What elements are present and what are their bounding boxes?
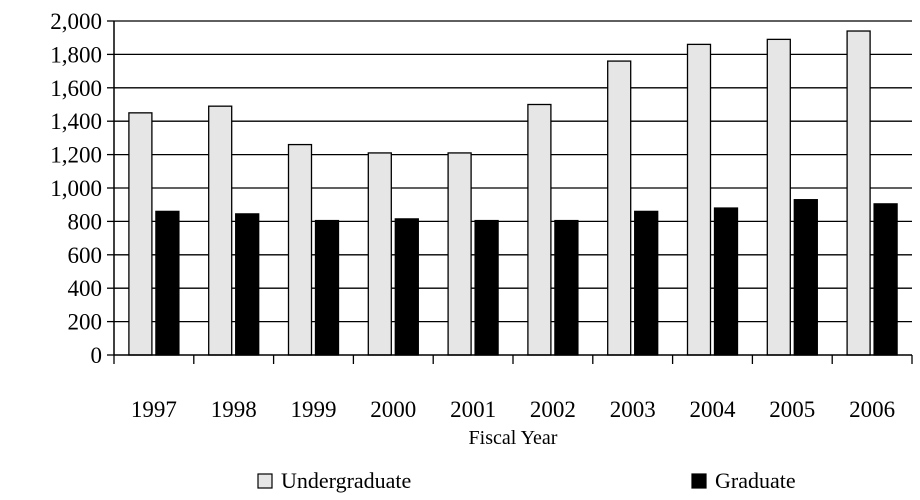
bar-graduate-2005	[793, 199, 818, 356]
legend-label-undergraduate: Undergraduate	[281, 468, 411, 493]
y-tick-label: 1,800	[50, 42, 102, 67]
x-axis-title: Fiscal Year	[469, 427, 558, 449]
x-tick-label: 1998	[211, 397, 257, 422]
legend-label-graduate: Graduate	[715, 468, 796, 493]
x-tick-label: 1997	[131, 397, 177, 422]
bar-undergraduate-2005	[766, 38, 791, 356]
axes	[107, 20, 913, 364]
bar-graduate-1999	[314, 219, 340, 356]
x-tick-label: 2006	[849, 397, 895, 422]
y-tick-label: 1,400	[50, 109, 102, 134]
bar-undergraduate-2002	[527, 103, 552, 356]
y-tick-labels: 0 200 400 600 800 1,000 1,200 1,400 1,600 1,800 2,…	[50, 9, 102, 368]
bar-undergraduate-1997	[128, 112, 153, 356]
bars	[128, 30, 898, 356]
legend: Undergraduate Graduate	[257, 468, 796, 493]
bar-undergraduate-1998	[208, 105, 233, 356]
y-tick-label: 600	[68, 243, 103, 268]
y-tick-label: 1,600	[50, 76, 102, 101]
bar-graduate-2006	[873, 203, 898, 356]
bar-undergraduate-2006	[846, 30, 871, 356]
x-tick-label: 2005	[769, 397, 815, 422]
legend-swatch-undergraduate	[257, 473, 273, 489]
bar-graduate-2001	[474, 219, 499, 356]
bar-undergraduate-2001	[447, 152, 472, 356]
y-tick-label: 1,200	[50, 143, 102, 168]
y-tick-label: 800	[68, 209, 103, 234]
x-tick-label: 1999	[291, 397, 337, 422]
y-tick-label: 400	[68, 276, 103, 301]
bar-graduate-1998	[235, 213, 260, 356]
bar-graduate-2004	[713, 207, 739, 356]
bar-graduate-2002	[554, 219, 579, 356]
x-tick-label: 2003	[610, 397, 656, 422]
grid-lines	[114, 20, 912, 323]
x-tick-label: 2001	[450, 397, 496, 422]
bar-undergraduate-2004	[686, 43, 712, 356]
x-tick-label: 2002	[530, 397, 576, 422]
bar-undergraduate-2003	[607, 60, 632, 356]
legend-swatch-graduate	[691, 473, 707, 489]
bar-graduate-2000	[394, 218, 419, 356]
y-tick-label: 200	[68, 310, 103, 335]
x-tick-label: 2004	[690, 397, 737, 422]
bar-graduate-1997	[155, 210, 180, 356]
x-tick-label: 2000	[370, 397, 416, 422]
y-tick-label: 1,000	[50, 176, 102, 201]
bar-graduate-2003	[634, 210, 659, 356]
bar-undergraduate-2000	[367, 152, 392, 356]
y-tick-label: 0	[91, 343, 103, 368]
x-tick-labels: 1997 1998 1999 2000 2001 2002 2003 2004 2005 2006	[131, 397, 895, 422]
bar-undergraduate-1999	[287, 143, 313, 356]
y-tick-label: 2,000	[50, 9, 102, 34]
